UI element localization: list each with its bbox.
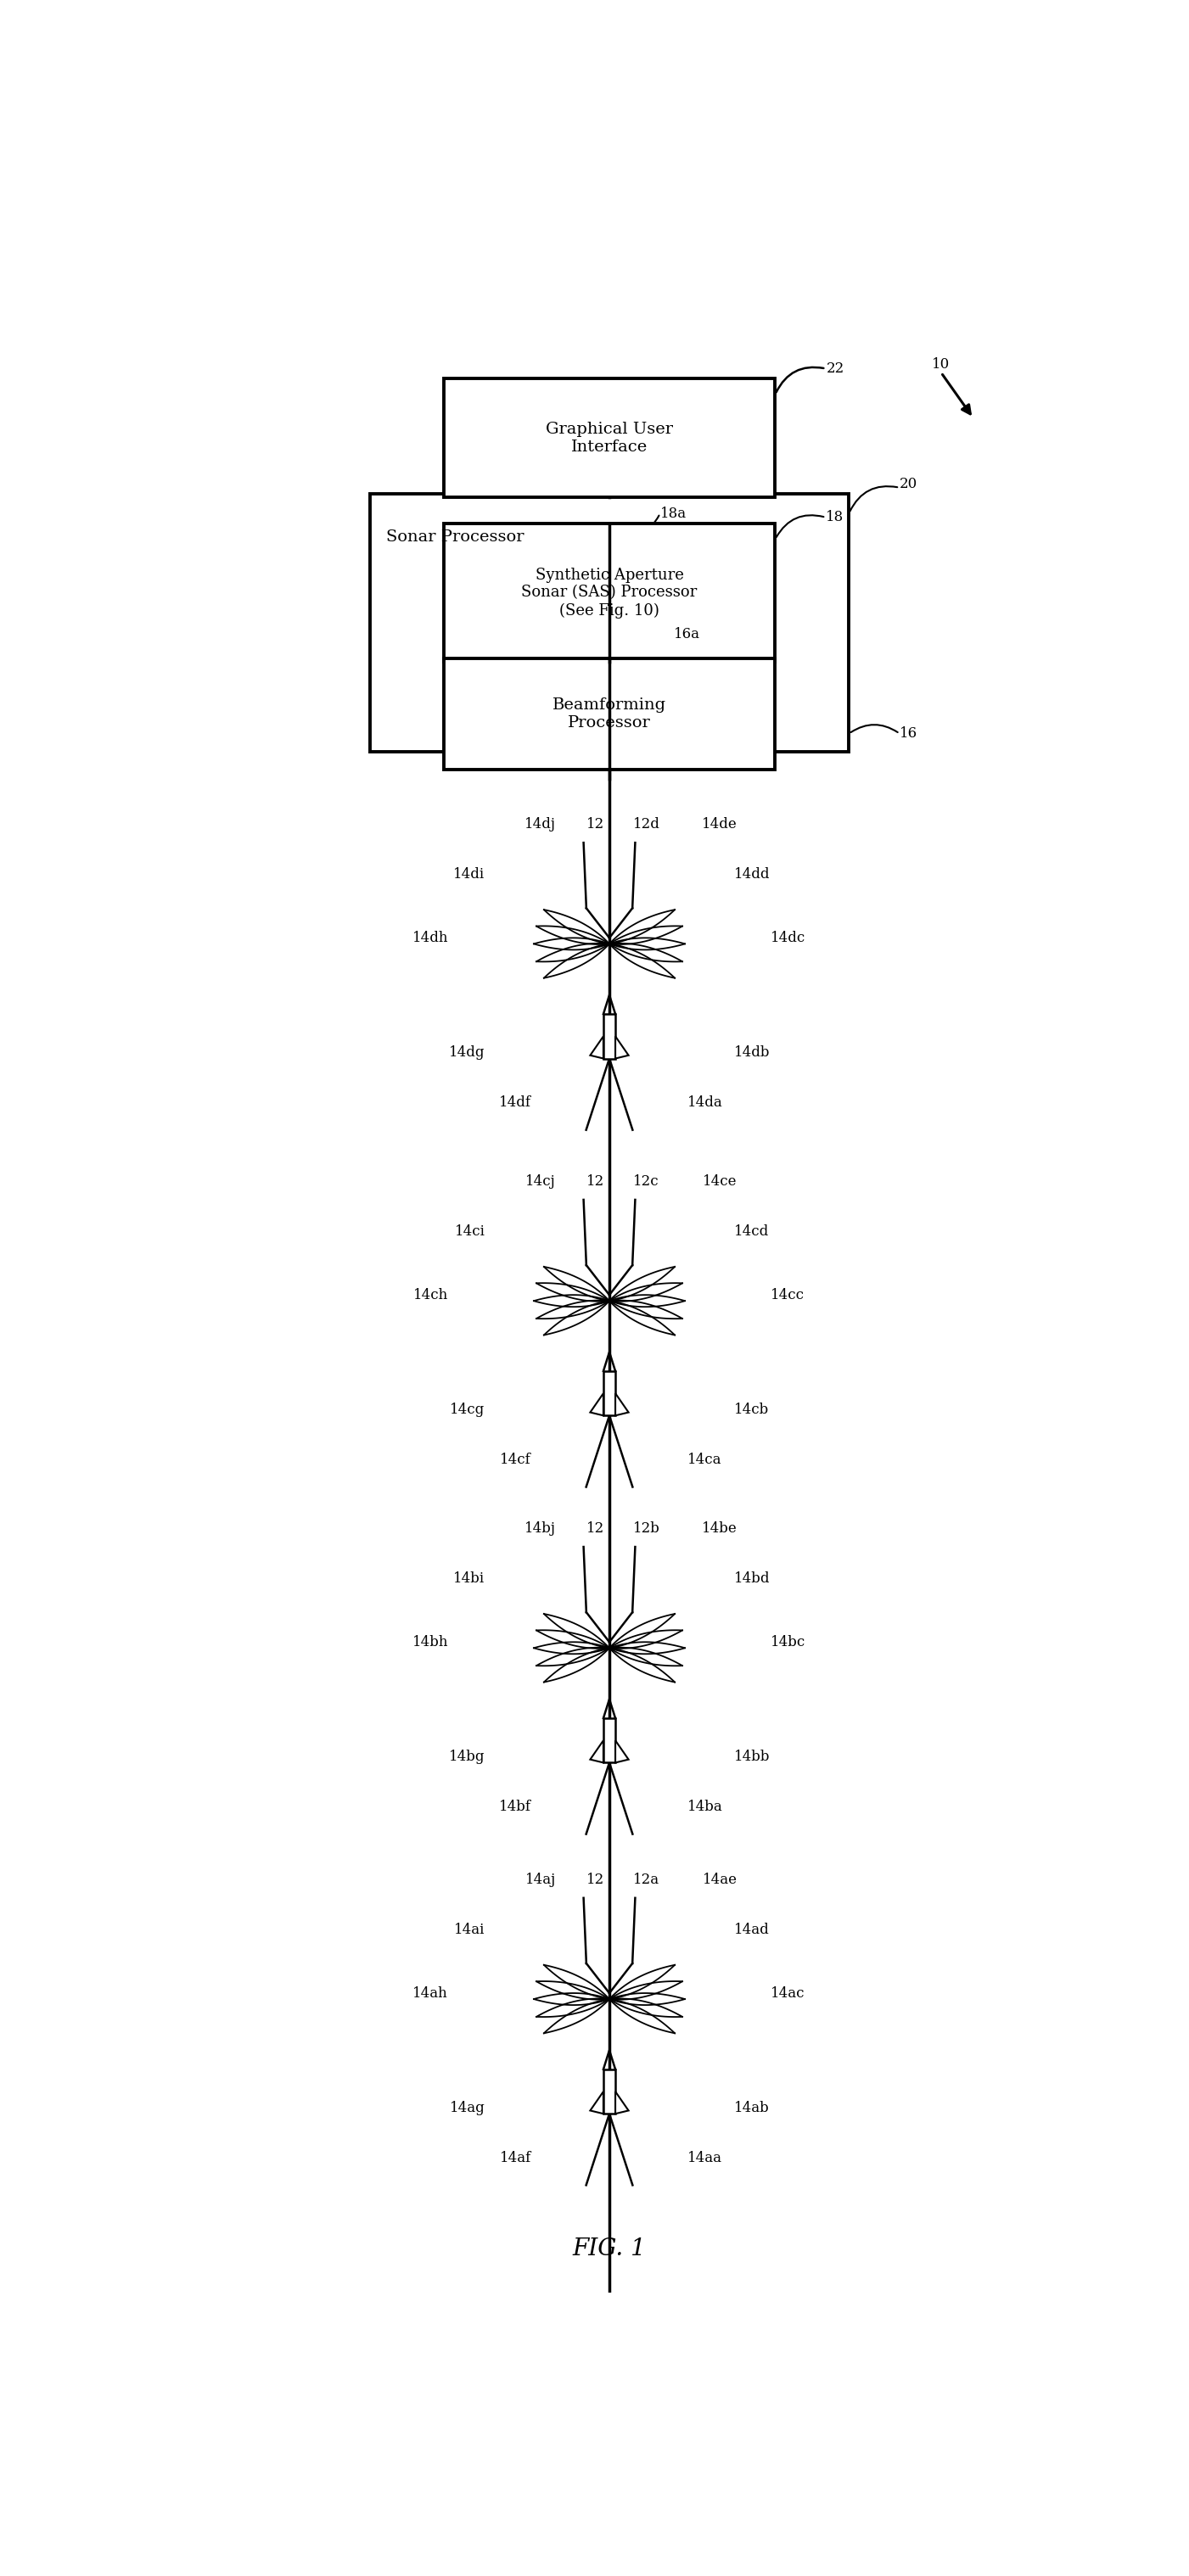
Text: 18a: 18a (660, 507, 686, 520)
Text: 14ai: 14ai (454, 1922, 485, 1937)
Text: 14bg: 14bg (449, 1749, 485, 1765)
Text: 14cb: 14cb (734, 1404, 769, 1417)
Text: 12: 12 (586, 1522, 604, 1535)
Polygon shape (590, 1036, 603, 1059)
FancyBboxPatch shape (603, 1370, 616, 1417)
Text: 14ab: 14ab (734, 2102, 769, 2115)
Text: 14ag: 14ag (449, 2102, 485, 2115)
Text: Synthetic Aperture
Sonar (SAS) Processor
(See Fig. 10): Synthetic Aperture Sonar (SAS) Processor… (522, 567, 697, 618)
FancyBboxPatch shape (603, 1015, 616, 1059)
Text: Graphical User
Interface: Graphical User Interface (546, 422, 673, 453)
Text: 14bh: 14bh (413, 1636, 448, 1649)
Text: 14cg: 14cg (449, 1404, 485, 1417)
Text: 14ca: 14ca (687, 1453, 722, 1466)
Text: 18: 18 (826, 510, 844, 526)
Text: Beamforming
Processor: Beamforming Processor (553, 698, 666, 729)
Text: 14dj: 14dj (524, 817, 556, 832)
FancyBboxPatch shape (603, 1718, 616, 1762)
Text: 12a: 12a (633, 1873, 660, 1886)
FancyBboxPatch shape (370, 495, 849, 752)
Text: 20: 20 (900, 477, 918, 492)
FancyBboxPatch shape (443, 379, 775, 497)
Polygon shape (590, 2092, 603, 2115)
FancyBboxPatch shape (603, 2069, 616, 2115)
Text: 14aj: 14aj (524, 1873, 555, 1886)
Polygon shape (616, 1036, 629, 1059)
Text: 14df: 14df (499, 1095, 531, 1110)
Text: 16: 16 (900, 726, 918, 742)
Text: 14bd: 14bd (734, 1571, 769, 1587)
Text: 14bi: 14bi (453, 1571, 485, 1587)
Text: 12: 12 (586, 817, 604, 832)
Text: 14dg: 14dg (449, 1046, 485, 1061)
Text: 14db: 14db (734, 1046, 769, 1061)
Text: 14ba: 14ba (687, 1801, 723, 1814)
Text: 14da: 14da (687, 1095, 723, 1110)
Text: 14af: 14af (499, 2151, 531, 2164)
Text: 14cd: 14cd (734, 1224, 769, 1239)
Text: 14de: 14de (703, 817, 737, 832)
Text: 14aa: 14aa (687, 2151, 723, 2164)
Text: Sonar Processor: Sonar Processor (386, 528, 524, 544)
Text: 14di: 14di (453, 868, 485, 881)
Text: 14be: 14be (703, 1522, 737, 1535)
Text: 14ac: 14ac (770, 1986, 805, 2002)
Text: 10: 10 (932, 358, 950, 371)
Polygon shape (616, 1741, 629, 1762)
FancyBboxPatch shape (443, 659, 775, 770)
Text: 14ci: 14ci (454, 1224, 485, 1239)
Text: 14ch: 14ch (413, 1288, 448, 1301)
Text: 14ae: 14ae (703, 1873, 737, 1886)
Text: 16a: 16a (674, 626, 700, 641)
Text: 14dh: 14dh (413, 930, 448, 945)
Polygon shape (590, 1394, 603, 1417)
FancyBboxPatch shape (443, 523, 775, 662)
Text: 12d: 12d (633, 817, 660, 832)
Text: 22: 22 (826, 361, 844, 376)
Polygon shape (616, 1394, 629, 1417)
Text: 14ad: 14ad (734, 1922, 769, 1937)
Text: 12: 12 (586, 1175, 604, 1188)
Text: FIG. 1: FIG. 1 (573, 2239, 646, 2262)
Text: 14ah: 14ah (413, 1986, 448, 2002)
Text: 14ce: 14ce (703, 1175, 737, 1188)
Text: 14bb: 14bb (734, 1749, 769, 1765)
Text: 14cj: 14cj (526, 1175, 555, 1188)
Text: 12b: 12b (633, 1522, 660, 1535)
Text: 12: 12 (586, 1873, 604, 1886)
Polygon shape (616, 2092, 629, 2115)
Text: 14bf: 14bf (499, 1801, 531, 1814)
Text: 14bc: 14bc (770, 1636, 806, 1649)
Text: 12c: 12c (634, 1175, 659, 1188)
Text: 14dd: 14dd (734, 868, 769, 881)
Text: 14bj: 14bj (524, 1522, 556, 1535)
Text: 14dc: 14dc (770, 930, 806, 945)
Text: 14cf: 14cf (499, 1453, 531, 1466)
Polygon shape (590, 1741, 603, 1762)
Text: 14cc: 14cc (770, 1288, 805, 1301)
